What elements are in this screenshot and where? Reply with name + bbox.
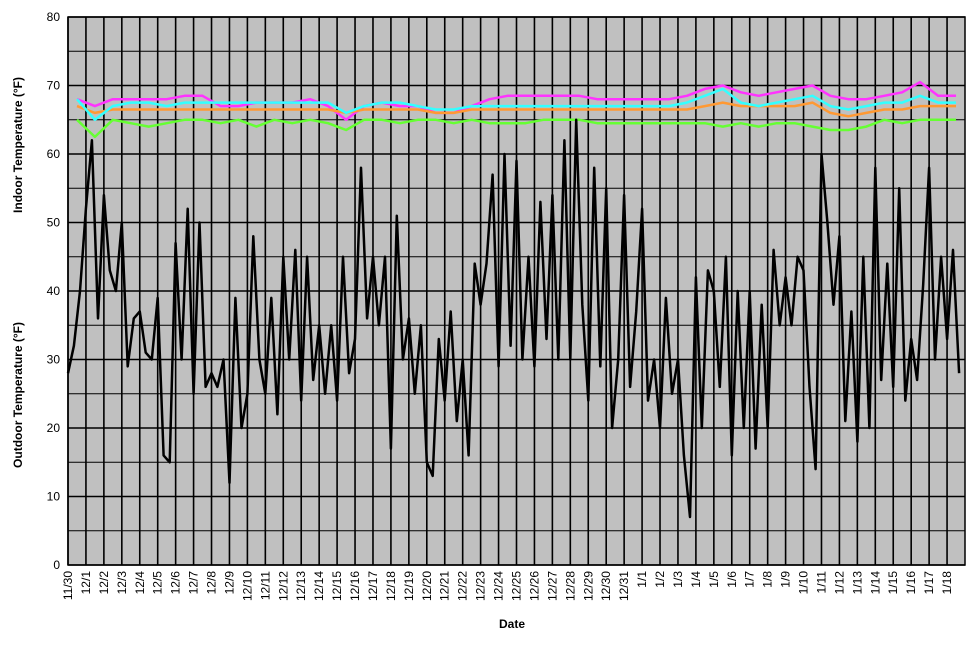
x-tick-label: 1/17: [922, 571, 936, 595]
x-tick-label: 12/12: [276, 571, 290, 601]
y-tick-label: 70: [47, 79, 61, 93]
x-tick-label: 12/14: [312, 571, 326, 601]
x-tick-label: 1/10: [797, 571, 811, 595]
x-tick-label: 12/16: [348, 571, 362, 601]
x-tick-label: 1/14: [868, 571, 882, 595]
plot-border: [67, 16, 966, 566]
x-tick-label: 1/18: [940, 571, 954, 595]
x-tick-label: 12/25: [510, 571, 524, 601]
x-tick-label: 12/20: [420, 571, 434, 601]
x-tick-label: 12/4: [133, 571, 147, 595]
y-tick-label: 30: [47, 353, 61, 367]
y-tick-label: 50: [47, 216, 61, 230]
x-tick-label: 1/5: [707, 571, 721, 588]
x-tick-label: 1/8: [761, 571, 775, 588]
y-axis-label: Outdoor Temperature (°F): [11, 322, 25, 468]
x-tick-label: 12/17: [366, 571, 380, 601]
x-tick-label: 1/3: [671, 571, 685, 588]
x-tick-label: 1/2: [653, 571, 667, 588]
x-tick-label: 11/30: [61, 571, 75, 600]
x-tick-label: 12/3: [115, 571, 129, 595]
series-line: [76, 80, 956, 122]
x-tick-label: 12/8: [205, 571, 219, 595]
x-tick-label: 12/5: [151, 571, 165, 595]
x-tick-label: 12/22: [456, 571, 470, 601]
x-tick-label: 12/26: [527, 571, 541, 601]
y-tick-label: 0: [53, 558, 60, 572]
x-tick-label: 1/6: [725, 571, 739, 588]
x-tick-label: 12/11: [258, 571, 272, 600]
x-tick-label: 12/13: [294, 571, 308, 601]
x-tick-label: 1/11: [814, 571, 828, 594]
x-axis-label: Date: [499, 617, 525, 631]
x-tick-label: 12/30: [599, 571, 613, 601]
x-tick-label: 12/2: [97, 571, 111, 595]
x-tick-label: 12/31: [617, 571, 631, 601]
x-tick-label: 1/1: [635, 571, 649, 588]
x-tick-label: 1/12: [832, 571, 846, 595]
x-tick-label: 12/19: [402, 571, 416, 601]
x-tick-label: 12/29: [581, 571, 595, 601]
y-tick-label: 40: [47, 284, 61, 298]
x-tick-label: 12/23: [474, 571, 488, 601]
series-line: [76, 118, 956, 139]
x-tick-label: 1/13: [850, 571, 864, 595]
y-axis-label: Indoor Temperature (°F): [11, 77, 25, 213]
y-tick-label: 60: [47, 147, 61, 161]
x-tick-label: 1/16: [904, 571, 918, 595]
series-line: [66, 118, 961, 519]
series-line: [76, 87, 956, 122]
x-tick-label: 12/1: [79, 571, 93, 595]
x-tick-label: 12/9: [222, 571, 236, 595]
y-tick-label: 20: [47, 421, 61, 435]
y-tick-label: 80: [47, 10, 61, 24]
series-line: [76, 101, 956, 118]
x-tick-label: 1/15: [886, 571, 900, 595]
x-tick-label: 12/10: [240, 571, 254, 601]
x-tick-label: 12/15: [330, 571, 344, 601]
y-tick-label: 10: [47, 490, 61, 504]
x-tick-label: 12/7: [187, 571, 201, 595]
x-tick-label: 12/21: [438, 571, 452, 601]
x-tick-label: 12/28: [563, 571, 577, 601]
x-tick-label: 12/27: [545, 571, 559, 601]
x-tick-label: 1/9: [779, 571, 793, 588]
x-tick-label: 12/24: [492, 571, 506, 601]
x-tick-label: 1/7: [743, 571, 757, 588]
x-tick-label: 12/6: [169, 571, 183, 595]
x-tick-label: 1/4: [689, 571, 703, 588]
x-tick-label: 12/18: [384, 571, 398, 601]
